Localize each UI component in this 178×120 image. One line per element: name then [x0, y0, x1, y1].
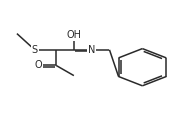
Text: N: N: [88, 45, 95, 55]
Text: O: O: [35, 60, 42, 70]
Text: OH: OH: [66, 30, 81, 40]
Text: S: S: [32, 45, 38, 55]
